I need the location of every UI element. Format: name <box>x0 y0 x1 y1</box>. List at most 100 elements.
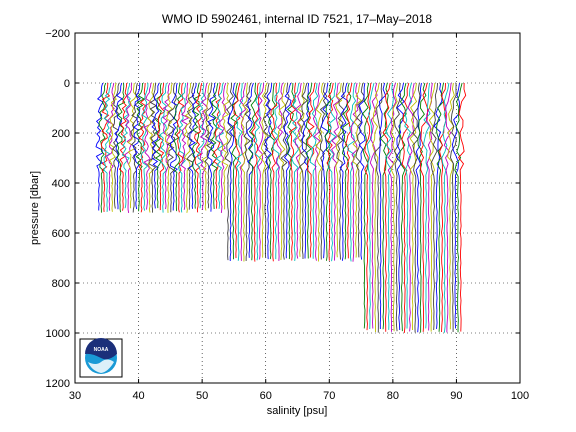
profile-line <box>243 82 252 262</box>
profile-line <box>286 82 295 260</box>
profile-line <box>309 82 319 259</box>
profile-line <box>124 82 133 213</box>
x-tick-label: 60 <box>260 390 272 402</box>
profile-line <box>378 82 387 329</box>
profile-line <box>450 82 457 332</box>
profile-line <box>415 82 422 333</box>
profile-line <box>210 82 219 210</box>
profile-line <box>433 82 443 329</box>
profile-line <box>369 82 378 329</box>
profile-line <box>358 82 366 260</box>
profile-line <box>362 82 370 329</box>
profile-line <box>335 82 343 258</box>
profile-line <box>374 82 383 333</box>
profile-line <box>275 82 284 261</box>
profile-line <box>423 82 431 329</box>
profile-line <box>132 82 141 210</box>
profile-line <box>398 82 407 332</box>
profile-line <box>169 82 179 211</box>
profile-line <box>121 82 131 209</box>
logo-text: NOAA <box>94 347 109 353</box>
x-tick-label: 70 <box>323 390 335 402</box>
profile-line <box>264 82 273 260</box>
profile-line <box>262 82 271 259</box>
y-tick-label: 600 <box>52 228 70 240</box>
profile-line <box>140 82 149 211</box>
profile-line <box>409 82 418 331</box>
profile-line <box>457 82 467 332</box>
y-axis-label: pressure [dbar] <box>29 171 41 245</box>
profile-line <box>204 82 214 209</box>
profile-line <box>430 82 439 330</box>
profile-line <box>324 82 332 261</box>
profile-line <box>267 82 276 260</box>
profile-line <box>251 82 260 262</box>
profile-line <box>135 82 145 212</box>
profile-line <box>301 82 311 259</box>
profile-line <box>436 82 444 332</box>
profile-line <box>143 82 152 210</box>
profile-line <box>154 82 162 209</box>
profile-line <box>355 82 365 258</box>
profile-line <box>164 82 174 213</box>
profile-line <box>425 82 433 331</box>
profile-line <box>443 82 452 333</box>
x-tick-label: 90 <box>450 390 462 402</box>
profile-line <box>224 82 234 261</box>
profile-line <box>347 82 357 262</box>
profile-line <box>176 82 185 213</box>
profile-line <box>157 82 166 211</box>
profile-line <box>379 82 389 330</box>
profile-line <box>111 82 120 209</box>
profile-line <box>390 82 399 332</box>
x-tick-label: 100 <box>511 390 529 402</box>
profile-line <box>341 82 352 260</box>
profile-line <box>151 82 160 209</box>
profile-line <box>387 82 397 332</box>
x-tick-label: 50 <box>196 390 208 402</box>
profile-line <box>328 82 337 262</box>
profile-line <box>319 82 328 260</box>
noaa-logo: NOAA <box>79 338 123 378</box>
profile-line <box>404 82 413 329</box>
chart-title: WMO ID 5902461, internal ID 7521, 17–May… <box>162 12 432 26</box>
profile-line <box>270 82 278 262</box>
profile-line <box>307 82 316 258</box>
profile-line <box>364 82 372 331</box>
profile-line <box>173 82 182 212</box>
profile-line <box>180 82 190 210</box>
profile-line <box>258 82 268 258</box>
profile-line <box>220 82 230 210</box>
x-tick-label: 80 <box>387 390 399 402</box>
profile-line <box>366 82 375 330</box>
profile-line <box>314 82 325 262</box>
profile-line <box>345 82 353 259</box>
profile-line <box>331 82 341 261</box>
profile-line <box>186 82 195 210</box>
profile-line <box>452 82 461 329</box>
profile-line <box>239 82 247 261</box>
plot-area: 30 40 50 60 70 80 90 100 −200 0 200 400 600 800 1000 12… <box>45 28 529 402</box>
profile-line <box>372 82 380 332</box>
profile-line <box>100 82 111 212</box>
profile-line <box>199 82 209 210</box>
profile-line <box>326 82 334 261</box>
logo-wave <box>88 359 114 373</box>
profile-line <box>298 82 308 260</box>
profile-line <box>382 82 391 332</box>
profile-line <box>283 82 292 259</box>
y-tick-label: −200 <box>45 28 70 40</box>
profile-line <box>116 82 126 213</box>
y-tick-label: 0 <box>64 78 70 90</box>
profile-line <box>419 82 429 332</box>
profile-line <box>352 82 362 258</box>
y-tick-label: 200 <box>52 128 70 140</box>
y-tick-label: 400 <box>52 178 70 190</box>
profile-line <box>272 82 281 260</box>
profile-line <box>254 82 262 261</box>
profile-line <box>401 82 410 333</box>
profile-line <box>207 82 217 212</box>
profile-line <box>385 82 394 330</box>
profile-line <box>194 82 203 213</box>
